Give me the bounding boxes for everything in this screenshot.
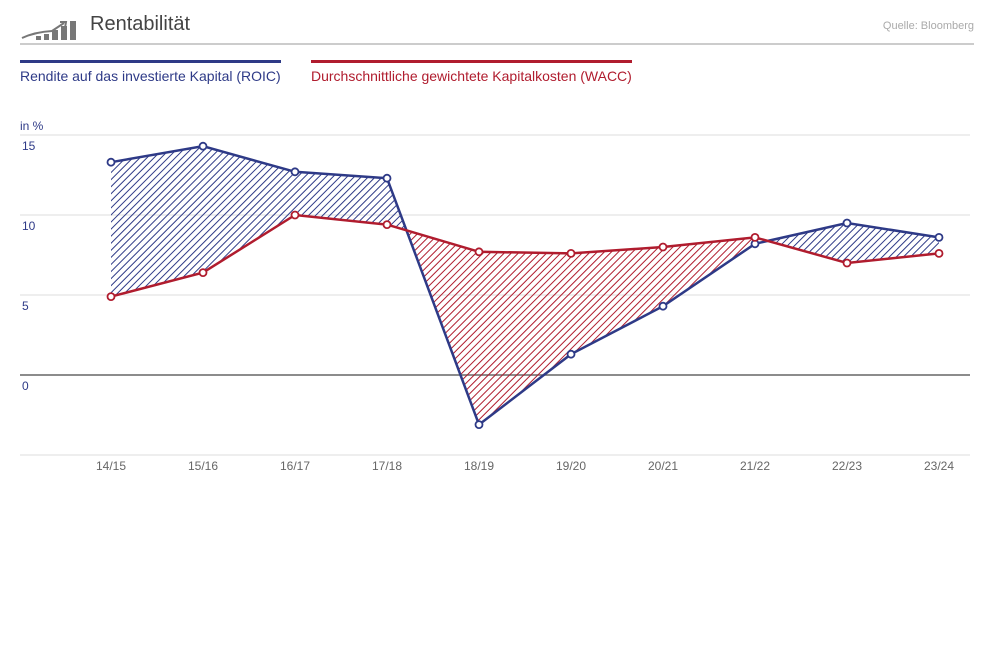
x-tick-label: 17/18 [372,459,402,473]
roic-point[interactable] [382,173,392,183]
x-tick-label: 15/16 [188,459,218,473]
wacc-point[interactable] [658,242,668,252]
chart-growth-icon [20,18,78,47]
x-tick-label: 22/23 [832,459,862,473]
roic-point[interactable] [658,301,668,311]
y-tick-label: 10 [22,219,36,233]
wacc-line [110,213,940,298]
x-tick-label: 18/19 [464,459,494,473]
roic-point[interactable] [474,420,484,430]
roic-point[interactable] [290,167,300,177]
page-title: Rentabilität [90,13,191,35]
wacc-point[interactable] [290,210,300,220]
y-tick-label: 0 [22,379,29,393]
y-tick-label: 5 [22,299,29,313]
x-tick-label: 16/17 [280,459,310,473]
wacc-point[interactable] [566,248,576,258]
x-tick-label: 21/22 [740,459,770,473]
roic-point[interactable] [566,349,576,359]
wacc-point[interactable] [382,220,392,230]
y-tick-label: 15 [22,139,36,153]
source-label: Quelle: Bloomberg [882,20,974,32]
legend-label: Rendite auf das investierte Kapital (ROI… [20,68,281,84]
wacc-point[interactable] [198,268,208,278]
wacc-point[interactable] [474,247,484,257]
y-axis-label: in % [20,119,44,133]
x-tick-label: 23/24 [924,459,954,473]
divider [20,43,974,45]
roic-point[interactable] [198,141,208,151]
roic-point[interactable] [934,232,944,242]
roic-point[interactable] [106,157,116,167]
roic-point[interactable] [842,218,852,228]
wacc-point[interactable] [750,232,760,242]
wacc-point[interactable] [842,258,852,268]
x-tick-label: 20/21 [648,459,678,473]
legend-label: Durchschnittliche gewichtete Kapitalkost… [311,68,632,84]
x-tick-label: 19/20 [556,459,586,473]
wacc-point[interactable] [934,248,944,258]
roic-line [110,144,940,427]
x-tick-label: 14/15 [96,459,126,473]
legend-item-wacc: Durchschnittliche gewichtete Kapitalkost… [311,60,632,84]
legend-item-roic: Rendite auf das investierte Kapital (ROI… [20,60,281,84]
wacc-point[interactable] [106,292,116,302]
